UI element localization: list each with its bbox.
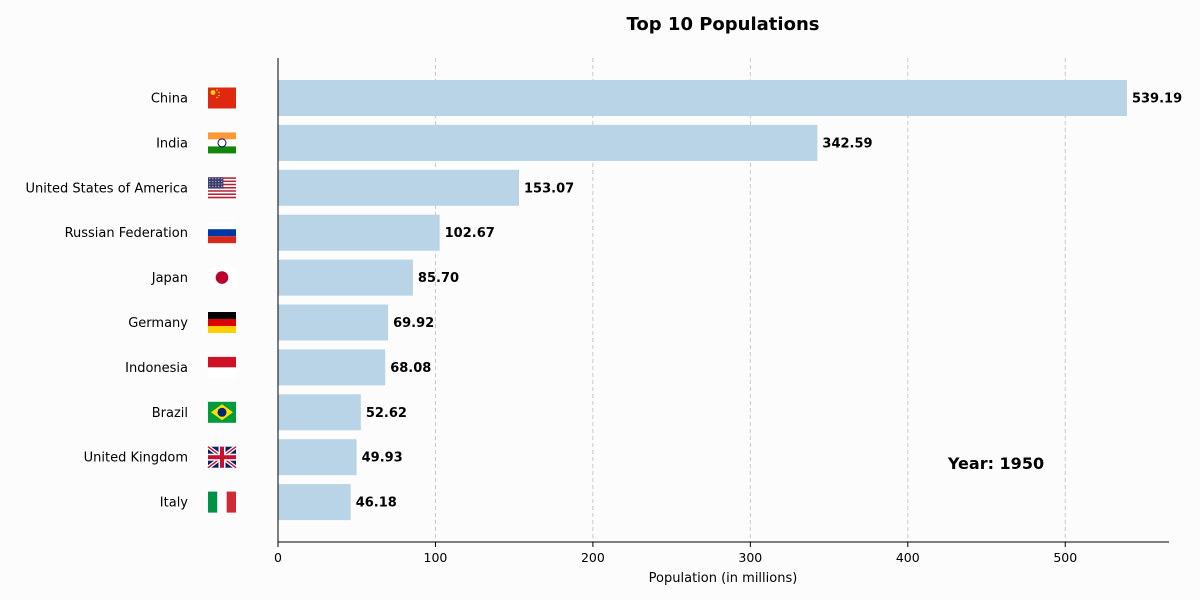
usa-flag-icon: [208, 177, 236, 199]
japan-flag-icon: [208, 267, 236, 289]
category-label: United States of America: [26, 181, 188, 196]
x-tick-label: 100: [424, 550, 448, 565]
bar: [278, 259, 413, 296]
value-label: 46.18: [356, 496, 397, 511]
germany-flag-icon: [208, 312, 236, 333]
indonesia-flag-icon: [208, 356, 236, 378]
x-tick-label: 500: [1053, 550, 1077, 565]
value-label: 49.93: [362, 451, 403, 466]
category-label: Brazil: [152, 406, 188, 421]
value-label: 342.59: [822, 136, 872, 151]
bar: [278, 80, 1127, 116]
value-labels: 539.19 342.59 153.07 102.67 85.70 69.92 68.08 5…: [356, 92, 1182, 511]
bar: [278, 124, 818, 161]
india-flag-icon: [208, 132, 236, 154]
x-tick-label: 400: [896, 550, 920, 565]
value-label: 539.19: [1132, 92, 1182, 107]
x-ticks: 0 100 200 300 400 500: [274, 542, 1077, 565]
bar: [278, 214, 440, 251]
value-label: 69.92: [393, 316, 434, 331]
italy-flag-icon: [208, 491, 236, 513]
chart-title: Top 10 Populations: [627, 14, 820, 35]
bar: [278, 394, 361, 431]
bar: [278, 304, 389, 341]
category-label: Germany: [128, 316, 188, 331]
value-label: 102.67: [445, 226, 495, 241]
bar: [278, 169, 520, 206]
bar: [278, 484, 351, 521]
x-tick-label: 200: [581, 550, 605, 565]
value-label: 52.62: [366, 406, 407, 421]
category-label: China: [151, 92, 188, 107]
value-label: 85.70: [418, 271, 459, 286]
bar: [278, 439, 357, 476]
category-label: Russian Federation: [65, 226, 188, 241]
category-label: Italy: [160, 496, 189, 511]
x-axis-label: Population (in millions): [649, 571, 798, 586]
flags: [206, 87, 238, 513]
value-label: 153.07: [524, 181, 574, 196]
uk-flag-icon: [206, 445, 238, 470]
x-tick-label: 300: [738, 550, 762, 565]
category-label: United Kingdom: [84, 451, 188, 466]
value-label: 68.08: [390, 361, 431, 376]
year-annotation: Year: 1950: [947, 454, 1044, 473]
category-label: Japan: [151, 271, 188, 286]
brazil-flag-icon: [208, 401, 236, 423]
x-tick-label: 0: [274, 550, 282, 565]
category-labels: China India United States of America Russia…: [26, 92, 189, 511]
category-label: India: [156, 136, 188, 151]
bars: [278, 80, 1127, 521]
category-label: Indonesia: [125, 361, 188, 376]
russia-flag-icon: [208, 222, 236, 244]
china-flag-icon: [208, 87, 236, 109]
bar: [278, 349, 386, 386]
